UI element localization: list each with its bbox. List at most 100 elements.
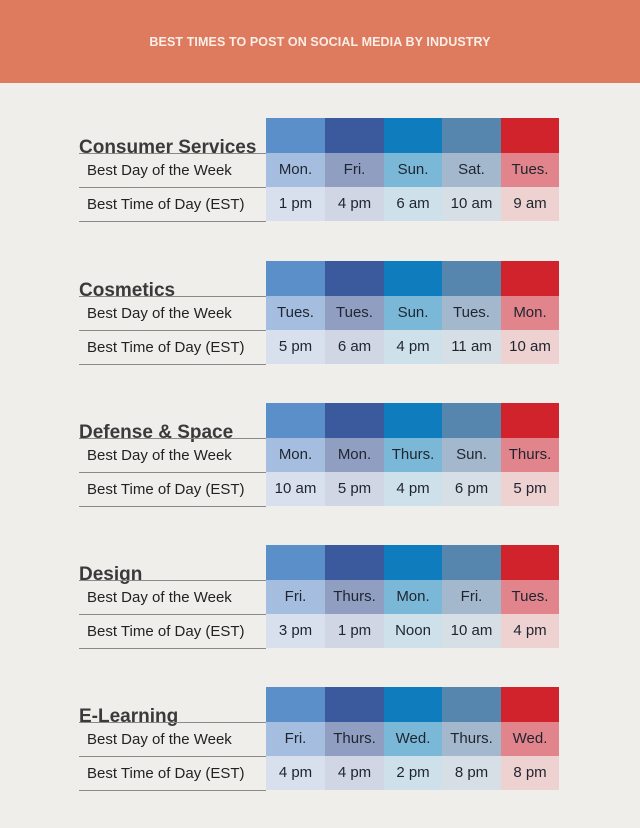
row-label-day: Best Day of the Week bbox=[79, 580, 266, 613]
best-day-cell: Wed. bbox=[501, 722, 559, 756]
industry-title: Design bbox=[79, 564, 143, 585]
column-header-swatch bbox=[266, 118, 325, 153]
row-label-day: Best Day of the Week bbox=[79, 153, 266, 186]
column-header-swatch bbox=[501, 403, 559, 438]
best-day-cell: Fri. bbox=[442, 580, 501, 614]
best-day-cell: Thurs. bbox=[325, 580, 384, 614]
page-title: BEST TIMES TO POST ON SOCIAL MEDIA BY IN… bbox=[149, 35, 491, 49]
best-time-cell: Noon bbox=[384, 614, 442, 648]
best-day-cell: Tues. bbox=[266, 296, 325, 330]
best-time-cell: 6 am bbox=[325, 330, 384, 364]
column-header-swatch bbox=[325, 403, 384, 438]
column-header-swatch bbox=[325, 687, 384, 722]
column-header-swatch bbox=[266, 403, 325, 438]
best-day-cell: Thurs. bbox=[384, 438, 442, 472]
best-time-cell: 5 pm bbox=[501, 472, 559, 506]
column-header-swatch bbox=[384, 545, 442, 580]
best-time-cell: 10 am bbox=[442, 187, 501, 221]
row-divider bbox=[79, 648, 266, 649]
best-day-cell: Mon. bbox=[325, 438, 384, 472]
best-time-cell: 9 am bbox=[501, 187, 559, 221]
row-label-time: Best Time of Day (EST) bbox=[79, 187, 266, 220]
best-time-cell: 2 pm bbox=[384, 756, 442, 790]
row-divider bbox=[79, 790, 266, 791]
best-day-cell: Tues. bbox=[325, 296, 384, 330]
best-day-cell: Sun. bbox=[442, 438, 501, 472]
industry-title: Consumer Services bbox=[79, 137, 257, 158]
industry-title: Defense & Space bbox=[79, 422, 234, 443]
best-day-cell: Wed. bbox=[384, 722, 442, 756]
best-time-cell: 8 pm bbox=[442, 756, 501, 790]
column-header-swatch bbox=[501, 545, 559, 580]
best-time-cell: 11 am bbox=[442, 330, 501, 364]
best-day-cell: Tues. bbox=[501, 153, 559, 187]
column-header-swatch bbox=[442, 687, 501, 722]
best-day-cell: Sun. bbox=[384, 153, 442, 187]
best-day-cell: Mon. bbox=[384, 580, 442, 614]
industry-table: Design Best Day of the Week Best Time of D… bbox=[79, 545, 560, 655]
best-day-cell: Fri. bbox=[325, 153, 384, 187]
column-header-swatch bbox=[325, 118, 384, 153]
best-time-cell: 10 am bbox=[266, 472, 325, 506]
best-time-cell: 6 pm bbox=[442, 472, 501, 506]
column-header-swatch bbox=[501, 687, 559, 722]
best-day-cell: Tues. bbox=[501, 580, 559, 614]
industry-table: Consumer Services Best Day of the Week Bes… bbox=[79, 118, 560, 228]
best-time-cell: 3 pm bbox=[266, 614, 325, 648]
row-divider bbox=[79, 364, 266, 365]
best-time-cell: 5 pm bbox=[325, 472, 384, 506]
industry-table: Defense & Space Best Day of the Week Best … bbox=[79, 403, 560, 513]
column-header-swatch bbox=[266, 687, 325, 722]
best-day-cell: Thurs. bbox=[325, 722, 384, 756]
best-time-cell: 6 am bbox=[384, 187, 442, 221]
best-time-cell: 8 pm bbox=[501, 756, 559, 790]
column-header-swatch bbox=[384, 261, 442, 296]
best-time-cell: 10 am bbox=[442, 614, 501, 648]
column-header-swatch bbox=[442, 545, 501, 580]
best-time-cell: 10 am bbox=[501, 330, 559, 364]
best-day-cell: Tues. bbox=[442, 296, 501, 330]
best-time-cell: 4 pm bbox=[384, 330, 442, 364]
column-header-swatch bbox=[384, 118, 442, 153]
best-time-cell: 1 pm bbox=[266, 187, 325, 221]
column-header-swatch bbox=[442, 403, 501, 438]
column-header-swatch bbox=[325, 545, 384, 580]
best-day-cell: Fri. bbox=[266, 722, 325, 756]
best-day-cell: Mon. bbox=[501, 296, 559, 330]
best-day-cell: Thurs. bbox=[501, 438, 559, 472]
column-header-swatch bbox=[501, 118, 559, 153]
best-time-cell: 4 pm bbox=[325, 756, 384, 790]
best-time-cell: 4 pm bbox=[266, 756, 325, 790]
best-day-cell: Fri. bbox=[266, 580, 325, 614]
industry-table: E-Learning Best Day of the Week Best Time … bbox=[79, 687, 560, 797]
row-label-time: Best Time of Day (EST) bbox=[79, 330, 266, 363]
column-header-swatch bbox=[442, 261, 501, 296]
best-day-cell: Mon. bbox=[266, 153, 325, 187]
industry-title: Cosmetics bbox=[79, 280, 176, 301]
column-header-swatch bbox=[442, 118, 501, 153]
column-header-swatch bbox=[266, 261, 325, 296]
column-header-swatch bbox=[266, 545, 325, 580]
row-divider bbox=[79, 221, 266, 222]
row-label-time: Best Time of Day (EST) bbox=[79, 614, 266, 647]
row-label-day: Best Day of the Week bbox=[79, 438, 266, 471]
best-time-cell: 5 pm bbox=[266, 330, 325, 364]
column-header-swatch bbox=[501, 261, 559, 296]
best-day-cell: Sat. bbox=[442, 153, 501, 187]
best-day-cell: Thurs. bbox=[442, 722, 501, 756]
industry-table: Cosmetics Best Day of the Week Best Time o… bbox=[79, 261, 560, 371]
title-banner: BEST TIMES TO POST ON SOCIAL MEDIA BY IN… bbox=[0, 0, 640, 83]
column-header-swatch bbox=[384, 403, 442, 438]
column-header-swatch bbox=[384, 687, 442, 722]
best-day-cell: Sun. bbox=[384, 296, 442, 330]
best-time-cell: 4 pm bbox=[384, 472, 442, 506]
row-divider bbox=[79, 506, 266, 507]
row-label-time: Best Time of Day (EST) bbox=[79, 472, 266, 505]
column-header-swatch bbox=[325, 261, 384, 296]
industry-title: E-Learning bbox=[79, 706, 179, 727]
row-label-day: Best Day of the Week bbox=[79, 296, 266, 329]
best-time-cell: 4 pm bbox=[325, 187, 384, 221]
row-label-time: Best Time of Day (EST) bbox=[79, 756, 266, 789]
row-label-day: Best Day of the Week bbox=[79, 722, 266, 755]
best-day-cell: Mon. bbox=[266, 438, 325, 472]
